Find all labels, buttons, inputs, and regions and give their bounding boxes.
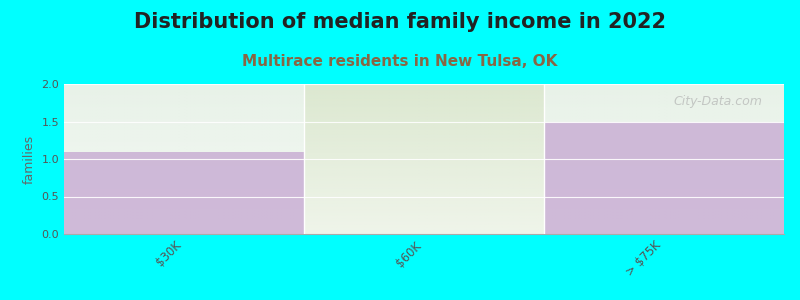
Text: City-Data.com: City-Data.com [674,94,762,107]
Y-axis label: families: families [23,134,36,184]
Text: Distribution of median family income in 2022: Distribution of median family income in … [134,12,666,32]
Bar [64,152,304,234]
Bar [544,122,784,234]
Text: Multirace residents in New Tulsa, OK: Multirace residents in New Tulsa, OK [242,54,558,69]
